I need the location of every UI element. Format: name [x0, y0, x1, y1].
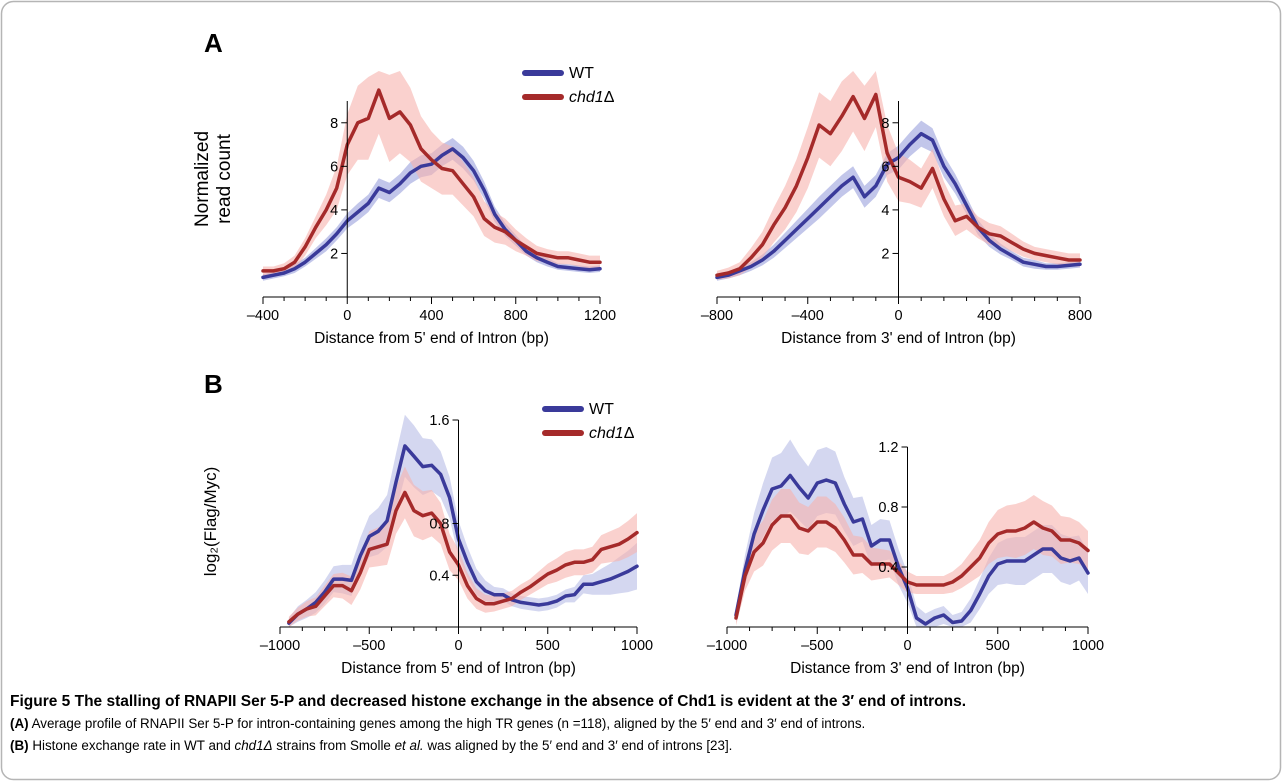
- y-tick-label: 2: [881, 246, 889, 262]
- x-tick-label: 1200: [584, 308, 616, 324]
- y-tick-label: 6: [330, 159, 338, 175]
- x-tick-label: 400: [419, 308, 443, 324]
- x-tick-label: 1000: [1072, 638, 1104, 654]
- legend-label-italic: chd1: [569, 89, 604, 106]
- y-tick-label: 0.8: [429, 517, 449, 533]
- panel-label-b: B: [204, 369, 223, 399]
- x-axis-label: Distance from 5' end of Intron (bp): [314, 330, 549, 347]
- y-tick-label: 0.4: [878, 560, 898, 576]
- series-line-wt: [261, 147, 602, 280]
- y-tick-label: 0.4: [429, 568, 449, 584]
- panel-label-a: A: [204, 28, 223, 58]
- x-tick-label: 0: [454, 638, 462, 654]
- chart-b-5prime: –1000 –500 0 500 1000 0.4 0.8 1.6 Distance from …: [201, 401, 653, 677]
- x-tick-label: –800: [701, 308, 733, 324]
- caption-title: Figure 5 The stalling of RNAPII Ser 5-P …: [10, 693, 967, 710]
- x-tick-label: –500: [353, 638, 385, 654]
- caption-a-label: (A): [10, 716, 29, 731]
- caption-line-a: (A) Average profile of RNAPII Ser 5-P fo…: [10, 713, 1276, 735]
- y-tick-label: 8: [330, 116, 338, 132]
- caption-b-italic1: chd1Δ: [234, 738, 273, 753]
- x-tick-label: 0: [894, 308, 902, 324]
- x-axis-label: Distance from 5' end of Intron (bp): [341, 660, 576, 677]
- y-tick-label: 4: [881, 203, 889, 219]
- legend-label-suffix: Δ: [624, 425, 635, 442]
- y-tick-label: 1.2: [878, 440, 898, 456]
- y-tick-label: 0.8: [878, 500, 898, 516]
- x-tick-label: 0: [903, 638, 911, 654]
- chart-b-3prime: –1000 –500 0 500 1000 0.4 0.8 1.2 Distance from …: [707, 439, 1104, 677]
- x-tick-label: 800: [504, 308, 528, 324]
- y-tick-label: 2: [330, 246, 338, 262]
- legend-label-chd1: chd1Δ: [589, 425, 635, 442]
- x-tick-label: –400: [247, 308, 279, 324]
- legend-label-suffix: Δ: [604, 89, 615, 106]
- y-tick-label: 1.6: [429, 413, 449, 429]
- caption-b-text1: Histone exchange rate in WT and: [28, 738, 235, 753]
- caption-b-text3: was aligned by the 5′ end and 3′ end of …: [423, 738, 733, 753]
- legend-label-italic: chd1: [589, 425, 624, 442]
- legend-label-chd1: chd1Δ: [569, 89, 615, 106]
- caption-b-label: (B): [10, 738, 29, 753]
- x-tick-label: –400: [792, 308, 824, 324]
- y-axis-label-line: Normalized: [192, 131, 213, 227]
- x-tick-label: 800: [1068, 308, 1092, 324]
- x-axis-label: Distance from 3' end of Intron (bp): [781, 330, 1016, 347]
- y-tick-label: 8: [881, 116, 889, 132]
- series-line-chd1: [734, 514, 1090, 620]
- x-tick-label: –500: [801, 638, 833, 654]
- y-tick-label: 4: [330, 203, 338, 219]
- x-tick-label: 400: [977, 308, 1001, 324]
- x-tick-label: 0: [343, 308, 351, 324]
- caption-b-italic2: et al.: [394, 738, 424, 753]
- figure-caption: Figure 5 The stalling of RNAPII Ser 5-P …: [10, 691, 1276, 757]
- caption-b-text2: strains from Smolle: [272, 738, 395, 753]
- legend-label-wt: WT: [569, 65, 594, 82]
- series-line-chd1: [261, 88, 602, 273]
- series-line-wt: [734, 473, 1090, 626]
- x-tick-label: 500: [986, 638, 1010, 654]
- chart-a-3prime: –800 –400 0 400 800 2 4 6 8 Distance from 3' end …: [701, 71, 1092, 347]
- y-axis-label: log₂(Flag/Myc): [201, 467, 220, 577]
- y-axis-label: Normalizedread count: [192, 131, 235, 227]
- series-band-chd1: [263, 71, 600, 276]
- series-line-wt: [287, 444, 639, 625]
- x-tick-label: 1000: [621, 638, 653, 654]
- chart-a-5prime: –400 0 400 800 1200 2 4 6 8 Distance from 5' end …: [192, 65, 616, 347]
- x-tick-label: –1000: [260, 638, 300, 654]
- legend-label-wt: WT: [589, 401, 614, 418]
- x-axis-label: Distance from 3' end of Intron (bp): [790, 660, 1025, 677]
- caption-line-b: (B) Histone exchange rate in WT and chd1…: [10, 735, 1276, 757]
- series-line-chd1: [287, 490, 639, 624]
- y-axis-label-line: read count: [214, 133, 235, 224]
- y-tick-label: 6: [881, 159, 889, 175]
- series-band-wt: [736, 439, 1088, 627]
- x-tick-label: 500: [536, 638, 560, 654]
- x-tick-label: –1000: [707, 638, 747, 654]
- caption-a-text: Average profile of RNAPII Ser 5-P for in…: [28, 716, 866, 731]
